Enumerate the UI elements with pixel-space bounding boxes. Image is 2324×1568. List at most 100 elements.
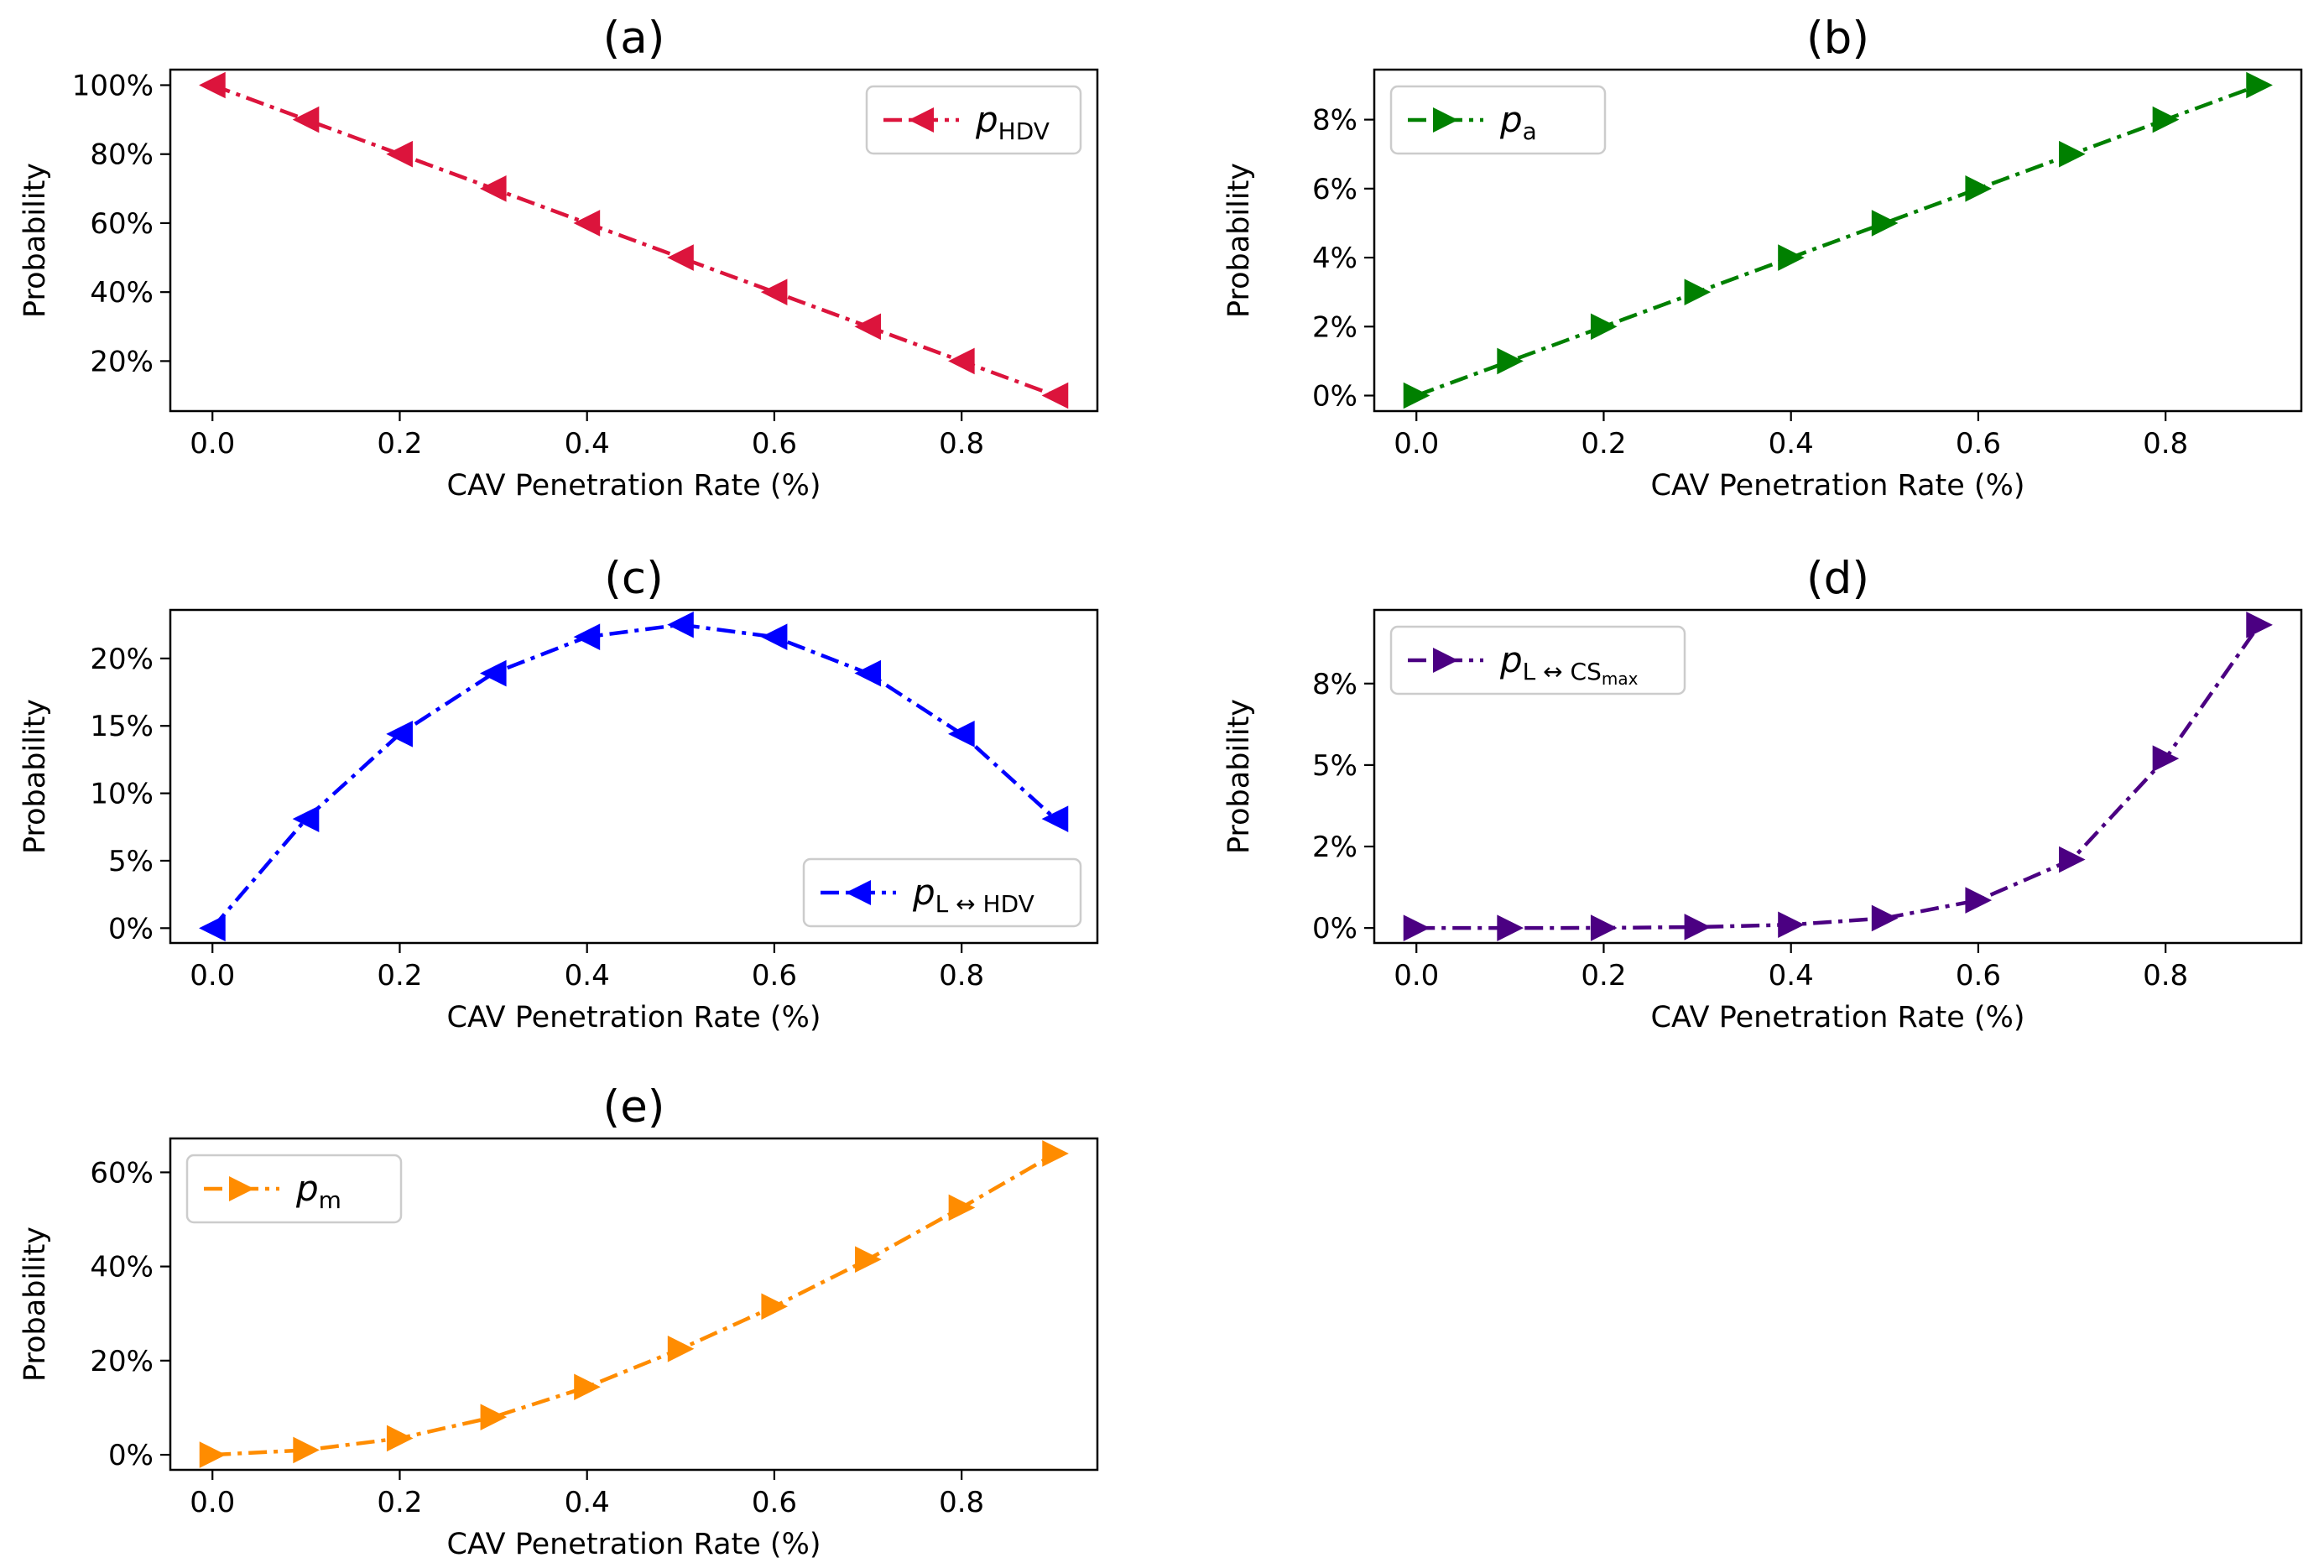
data-point bbox=[2059, 140, 2086, 168]
data-point bbox=[1965, 175, 1993, 202]
data-point bbox=[386, 140, 413, 168]
x-tick-label: 0.2 bbox=[377, 427, 422, 461]
x-tick-label: 0.6 bbox=[752, 959, 797, 992]
data-point bbox=[760, 623, 788, 650]
panel-title: (b) bbox=[1806, 13, 1869, 64]
x-tick-label: 0.2 bbox=[1581, 427, 1626, 461]
x-axis-label: CAV Penetration Rate (%) bbox=[1651, 469, 2025, 503]
legend: pHDV bbox=[865, 85, 1082, 155]
data-point bbox=[1871, 904, 1899, 932]
data-point bbox=[293, 1436, 320, 1464]
x-axis-label: CAV Penetration Rate (%) bbox=[447, 469, 821, 503]
x-tick-label: 0.4 bbox=[565, 1486, 610, 1519]
data-point bbox=[948, 347, 975, 375]
y-tick-label: 10% bbox=[90, 778, 154, 811]
y-tick-label: 80% bbox=[90, 138, 154, 172]
legend-label-main: p bbox=[975, 99, 998, 140]
x-tick-label: 0.2 bbox=[377, 1486, 422, 1519]
x-tick-label: 0.8 bbox=[939, 959, 984, 992]
legend-label-sub: m bbox=[319, 1186, 341, 1214]
data-point bbox=[855, 1246, 882, 1274]
y-tick-label: 5% bbox=[108, 845, 154, 878]
y-tick-label: 8% bbox=[1312, 104, 1357, 138]
data-point bbox=[1778, 244, 1805, 271]
x-tick-label: 0.4 bbox=[1769, 427, 1814, 461]
x-tick-label: 0.0 bbox=[190, 1486, 235, 1519]
data-point bbox=[1497, 914, 1524, 941]
legend-box bbox=[865, 85, 1082, 155]
data-point bbox=[1497, 347, 1524, 375]
panel-d: (d) 0.0 0.2 0.4 0.6 0.8 0% 2% 5% 8% CAV Penetratio… bbox=[1222, 553, 2303, 1034]
legend-marker bbox=[229, 1176, 254, 1201]
y-tick-label: 2% bbox=[1312, 831, 1357, 864]
y-tick-label: 15% bbox=[90, 710, 154, 743]
data-point bbox=[479, 175, 507, 202]
legend-marker bbox=[1433, 648, 1458, 673]
legend: pa bbox=[1389, 85, 1607, 155]
data-point bbox=[573, 623, 601, 650]
legend-box bbox=[1389, 85, 1607, 155]
x-tick-label: 0.6 bbox=[1956, 427, 2001, 461]
y-tick-label: 8% bbox=[1312, 668, 1357, 701]
data-point bbox=[386, 721, 413, 748]
plot-frame bbox=[1373, 68, 2303, 413]
plot-frame bbox=[169, 608, 1099, 945]
legend-marker bbox=[846, 880, 871, 905]
data-point bbox=[573, 210, 601, 237]
legend-label: pL ↔ CSmax bbox=[1499, 639, 1639, 689]
y-tick-label: 20% bbox=[90, 1345, 154, 1378]
legend-label-sub: HDV bbox=[998, 117, 1050, 145]
data-point bbox=[2246, 71, 2273, 99]
y-tick-label: 4% bbox=[1312, 242, 1357, 275]
data-point bbox=[948, 721, 975, 748]
legend-label-main: p bbox=[1499, 99, 1523, 140]
panel-title: (e) bbox=[603, 1081, 665, 1133]
data-point bbox=[479, 659, 507, 687]
y-tick-label: 40% bbox=[90, 1251, 154, 1284]
data-point bbox=[1041, 382, 1069, 409]
panel-title: (a) bbox=[603, 13, 665, 64]
legend-box bbox=[802, 857, 1082, 928]
x-tick-label: 0.0 bbox=[1394, 427, 1439, 461]
legend-label: pHDV bbox=[975, 99, 1050, 145]
legend: pL ↔ HDV bbox=[802, 857, 1082, 928]
legend-label: pa bbox=[1499, 99, 1537, 145]
y-tick-label: 20% bbox=[90, 643, 154, 676]
x-axis-label: CAV Penetration Rate (%) bbox=[1651, 1001, 2025, 1034]
panel-e: (e) 0.0 0.2 0.4 0.6 0.8 0% 20% 40% 60% CAV Penetra… bbox=[18, 1081, 1099, 1561]
x-tick-label: 0.0 bbox=[190, 427, 235, 461]
legend-marker bbox=[1433, 107, 1458, 133]
data-point bbox=[1403, 914, 1430, 941]
legend-label-main: p bbox=[295, 1168, 319, 1209]
data-point bbox=[1403, 382, 1430, 409]
data-point bbox=[667, 1335, 695, 1362]
data-point bbox=[1590, 914, 1618, 941]
panel-c: (c) 0.0 0.2 0.4 0.6 0.8 0% 5% 10% 15% 20% CAV Penet… bbox=[18, 553, 1099, 1034]
data-point bbox=[667, 611, 694, 638]
y-tick-label: 0% bbox=[1312, 912, 1357, 945]
series-line bbox=[1415, 83, 2260, 398]
x-tick-label: 0.6 bbox=[752, 1486, 797, 1519]
panel-b: (b) 0.0 0.2 0.4 0.6 0.8 0% 2% 4% 6% 8% CAV Penetrat… bbox=[1222, 13, 2303, 503]
y-tick-label: 100% bbox=[72, 70, 154, 103]
legend-label-sub: L ↔ CS bbox=[1523, 658, 1602, 685]
y-axis-label: Probability bbox=[1222, 699, 1256, 854]
x-tick-label: 0.4 bbox=[565, 959, 610, 992]
data-point bbox=[292, 106, 320, 133]
legend-label-sub: L ↔ HDV bbox=[935, 890, 1034, 918]
legend-label-subsub: max bbox=[1602, 669, 1639, 689]
y-tick-label: 2% bbox=[1312, 310, 1357, 344]
x-tick-label: 0.6 bbox=[752, 427, 797, 461]
data-point bbox=[854, 659, 882, 687]
data-point bbox=[667, 244, 694, 271]
legend-label: pm bbox=[295, 1168, 341, 1214]
y-axis-label: Probability bbox=[18, 163, 52, 318]
data-point bbox=[292, 805, 320, 832]
data-point bbox=[1590, 313, 1618, 341]
data-point bbox=[1684, 279, 1712, 305]
data-point bbox=[2059, 846, 2086, 873]
y-tick-label: 0% bbox=[108, 1439, 154, 1472]
plot-frame bbox=[169, 1137, 1099, 1472]
data-point bbox=[761, 1293, 789, 1321]
